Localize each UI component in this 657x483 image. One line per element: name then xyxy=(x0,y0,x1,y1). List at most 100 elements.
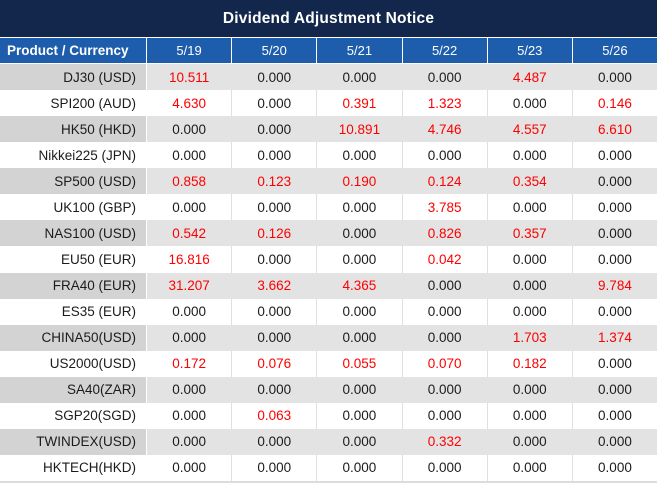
value-cell: 0.000 xyxy=(316,454,401,481)
value-cell: 4.630 xyxy=(172,95,206,111)
product-label: FRA40 (EUR) xyxy=(0,272,147,299)
value-cell: 0.000 xyxy=(172,408,206,424)
table-row: SPI200 (AUD) 4.630 0.000 0.391 1.323 0.000 0.1… xyxy=(0,90,657,117)
table-row: US2000(USD) 0.172 0.076 0.055 0.070 0.182 0.00… xyxy=(0,350,657,377)
value-cell: 0.000 xyxy=(571,454,657,481)
value-cell: 0.070 xyxy=(401,350,487,377)
value-cell: 0.826 xyxy=(401,220,487,247)
table-row: SP500 (USD) 0.858 0.123 0.190 0.124 0.354 0.00… xyxy=(0,168,657,195)
column-header-5-26: 5/26 xyxy=(602,43,628,58)
value-cell: 0.000 xyxy=(316,142,401,169)
value-cell: 0.000 xyxy=(231,454,316,481)
value-cell: 0.000 xyxy=(231,64,317,91)
value-cell: 0.000 xyxy=(401,376,487,403)
value-cell: 0.391 xyxy=(316,90,401,117)
value-cell: 0.126 xyxy=(231,220,317,247)
value-cell: 10.891 xyxy=(316,116,402,143)
value-cell: 0.182 xyxy=(486,350,572,377)
column-header-5-23: 5/23 xyxy=(488,38,573,63)
value-cell: 0.000 xyxy=(401,142,487,169)
value-cell: 4.365 xyxy=(316,272,402,299)
value-cell: 10.511 xyxy=(147,64,232,91)
value-cell: 0.146 xyxy=(571,90,657,117)
value-cell: 0.000 xyxy=(571,428,657,455)
value-cell: 0.000 xyxy=(486,194,572,221)
column-header-5-22: 5/22 xyxy=(403,38,488,63)
value-cell: 0.000 xyxy=(316,376,402,403)
value-cell: 4.746 xyxy=(401,116,487,143)
value-cell: 0.000 xyxy=(486,90,572,117)
value-cell: 0.000 xyxy=(401,64,487,91)
table-row: UK100 (GBP) 0.000 0.000 0.000 3.785 0.000 0.00… xyxy=(0,194,657,221)
table-body: DJ30 (USD) 10.511 0.000 0.000 0.000 4.487 0.00… xyxy=(0,64,657,481)
value-cell: 0.000 xyxy=(571,350,657,377)
value-cell: 0.124 xyxy=(401,168,487,195)
value-cell: 31.207 xyxy=(147,272,232,299)
value-cell: 0.000 xyxy=(316,246,401,273)
table-row: HKTECH(HKD) 0.000 0.000 0.000 0.000 0.000 0.00… xyxy=(0,454,657,481)
value-cell: 0.000 xyxy=(147,428,232,455)
value-cell: 0.000 xyxy=(571,64,657,91)
value-cell: 0.000 xyxy=(571,298,657,325)
value-cell: 0.076 xyxy=(231,350,316,377)
column-header-5-20: 5/20 xyxy=(232,38,318,63)
page-title: Dividend Adjustment Notice xyxy=(0,0,657,37)
value-cell: 0.542 xyxy=(147,220,232,247)
value-cell: 0.000 xyxy=(401,324,487,351)
value-cell: 0.000 xyxy=(231,194,316,221)
table-row: FRA40 (EUR) 31.207 3.662 4.365 0.000 0.000 9.7… xyxy=(0,272,657,299)
value-cell: 0.000 xyxy=(231,376,317,403)
value-cell: 0.000 xyxy=(486,454,572,481)
value-cell: 0.354 xyxy=(486,168,572,195)
table-header-row: Product / Currency 5/19 5/20 5/21 5/22 5/23 5/… xyxy=(0,37,657,64)
product-label: SP500 (USD) xyxy=(0,168,147,195)
product-label: HKTECH(HKD) xyxy=(0,454,147,481)
value-cell: 4.557 xyxy=(486,116,572,143)
product-label: SPI200 (AUD) xyxy=(0,90,147,117)
product-label: Nikkei225 (JPN) xyxy=(0,142,147,169)
value-cell: 0.000 xyxy=(486,428,572,455)
table-row: SA40(ZAR) 0.000 0.000 0.000 0.000 0.000 0.000 xyxy=(0,376,657,403)
table-row: DJ30 (USD) 10.511 0.000 0.000 0.000 4.487 0.00… xyxy=(0,64,657,91)
product-label: EU50 (EUR) xyxy=(0,246,147,273)
table-row: NAS100 (USD) 0.542 0.126 0.000 0.826 0.357 0.0… xyxy=(0,220,657,247)
value-cell: 0.000 xyxy=(172,147,206,163)
value-cell: 0.000 xyxy=(147,324,232,351)
value-cell: 0.000 xyxy=(316,298,401,325)
value-cell: 16.816 xyxy=(168,251,210,267)
value-cell: 0.000 xyxy=(172,304,206,320)
value-cell: 0.000 xyxy=(486,298,572,325)
table-row: CHINA50(USD) 0.000 0.000 0.000 0.000 1.703 1.3… xyxy=(0,324,657,351)
product-label: UK100 (GBP) xyxy=(0,194,147,221)
product-label: SGP20(SGD) xyxy=(0,402,147,429)
value-cell: 0.000 xyxy=(231,298,316,325)
value-cell: 6.610 xyxy=(571,116,657,143)
value-cell: 0.000 xyxy=(316,64,402,91)
value-cell: 0.000 xyxy=(486,402,572,429)
value-cell: 0.000 xyxy=(172,199,206,215)
value-cell: 1.703 xyxy=(486,324,572,351)
value-cell: 3.662 xyxy=(231,272,317,299)
value-cell: 0.000 xyxy=(316,324,402,351)
value-cell: 0.000 xyxy=(231,90,316,117)
table-row: ES35 (EUR) 0.000 0.000 0.000 0.000 0.000 0.000 xyxy=(0,298,657,325)
value-cell: 0.000 xyxy=(231,246,316,273)
value-cell: 0.000 xyxy=(486,272,572,299)
value-cell: 0.000 xyxy=(172,460,206,476)
value-cell: 0.000 xyxy=(571,402,657,429)
value-cell: 0.858 xyxy=(147,168,232,195)
product-label: US2000(USD) xyxy=(0,350,147,377)
value-cell: 9.784 xyxy=(571,272,657,299)
table-row: Nikkei225 (JPN) 0.000 0.000 0.000 0.000 0.000… xyxy=(0,142,657,169)
value-cell: 0.000 xyxy=(231,142,316,169)
column-header-5-19: 5/19 xyxy=(147,38,233,63)
table-row: TWINDEX(USD) 0.000 0.000 0.000 0.332 0.000 0.0… xyxy=(0,428,657,455)
value-cell: 0.332 xyxy=(401,428,487,455)
value-cell: 0.055 xyxy=(316,350,401,377)
value-cell: 0.123 xyxy=(231,168,317,195)
value-cell: 0.000 xyxy=(571,220,657,247)
column-header-product-currency: Product / Currency xyxy=(0,38,147,63)
value-cell: 0.000 xyxy=(401,454,487,481)
value-cell: 0.000 xyxy=(401,272,487,299)
product-label: HK50 (HKD) xyxy=(0,116,147,143)
